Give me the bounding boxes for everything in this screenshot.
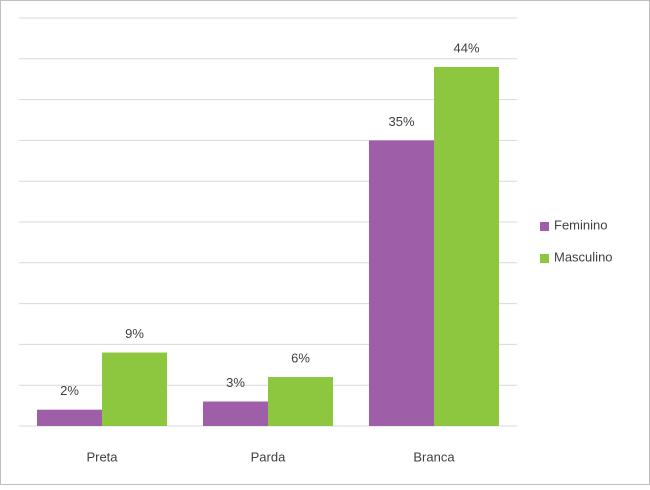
legend-label: Masculino: [554, 249, 613, 264]
bar: [102, 352, 167, 426]
x-tick-label: Branca: [413, 449, 455, 464]
legend-swatch: [540, 254, 549, 263]
data-label: 6%: [291, 350, 310, 365]
legend-swatch: [540, 222, 549, 231]
bar: [369, 140, 434, 426]
x-tick-label: Parda: [251, 449, 286, 464]
legend-label: Feminino: [554, 217, 607, 232]
data-label: 44%: [453, 40, 479, 55]
bar: [434, 66, 499, 427]
bar: [37, 409, 102, 426]
x-tick-label: Preta: [86, 449, 118, 464]
data-label: 9%: [125, 326, 144, 341]
data-label: 2%: [60, 383, 79, 398]
data-label: 3%: [226, 375, 245, 390]
bar: [268, 377, 333, 426]
bar: [203, 401, 268, 426]
data-label: 35%: [388, 114, 414, 129]
